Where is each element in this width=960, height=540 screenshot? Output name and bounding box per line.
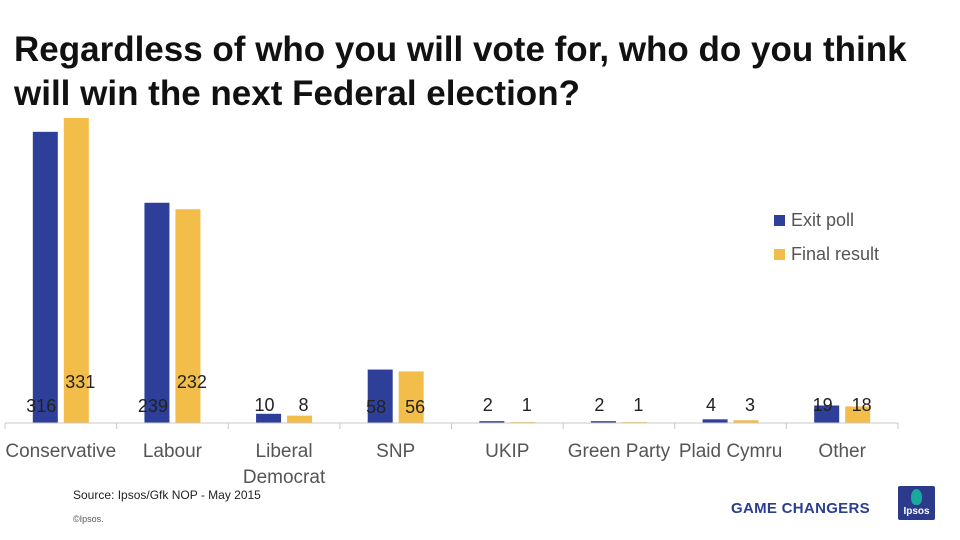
legend-label: Final result (791, 244, 879, 264)
category-label-line: Labour (143, 441, 203, 462)
ipsos-logo: Ipsos (898, 486, 935, 520)
category-label: UKIP (485, 441, 529, 462)
tagline: GAME CHANGERS (731, 500, 870, 517)
bar-exit-poll (814, 405, 840, 423)
copyright-note: ©Ipsos. (73, 514, 104, 524)
bar-final-result (63, 118, 89, 423)
value-label-final-result: 331 (65, 372, 95, 392)
bar-exit-poll (144, 202, 170, 423)
value-labels-group: 316 331 239 232 10 8 58 56 2 1 2 1 4 3 19 18 (26, 372, 871, 417)
bar-final-result (733, 420, 759, 423)
value-label-exit-poll: 19 (813, 395, 833, 415)
value-label-exit-poll: 239 (138, 396, 168, 416)
value-label-final-result: 56 (405, 397, 425, 417)
value-label-final-result: 18 (852, 395, 872, 415)
x-axis-ticks (4, 423, 899, 429)
value-label-exit-poll: 316 (26, 396, 56, 416)
bar-final-result (287, 415, 313, 423)
bar-exit-poll (256, 413, 282, 423)
category-label: Plaid Cymru (679, 441, 782, 462)
bar-final-result (175, 209, 201, 423)
value-label-final-result: 1 (522, 395, 532, 415)
category-label-line: Green Party (568, 441, 671, 462)
category-label-line: UKIP (485, 441, 529, 462)
category-label: Labour (143, 441, 203, 462)
category-label: Other (818, 441, 866, 462)
chart-title: Regardless of who you will vote for, who… (14, 30, 907, 113)
category-label-line: Conservative (5, 441, 116, 462)
category-label-line: SNP (376, 441, 415, 462)
value-label-exit-poll: 2 (483, 395, 493, 415)
category-label: Conservative (5, 441, 116, 462)
bar-exit-poll (702, 419, 728, 423)
value-label-final-result: 3 (745, 395, 755, 415)
logo-text: Ipsos (903, 506, 930, 517)
category-label-line: Liberal (256, 441, 313, 462)
value-label-final-result: 232 (177, 372, 207, 392)
bar-exit-poll (367, 369, 393, 423)
bar-exit-poll (32, 131, 58, 423)
source-note: Source: Ipsos/Gfk NOP - May 2015 (73, 488, 261, 502)
legend: Exit poll Final result (774, 210, 879, 264)
legend-swatch (774, 215, 785, 226)
category-label-line: Democrat (243, 467, 326, 488)
logo-mark-icon (911, 489, 922, 505)
bar-exit-poll (479, 421, 505, 423)
legend-swatch (774, 249, 785, 260)
value-label-final-result: 8 (299, 395, 309, 415)
bar-final-result (845, 406, 871, 423)
value-label-exit-poll: 58 (366, 397, 386, 417)
category-label: Liberal Democrat (243, 441, 326, 488)
value-label-exit-poll: 2 (594, 395, 604, 415)
bars-group (32, 118, 871, 423)
value-label-final-result: 1 (633, 395, 643, 415)
category-label: SNP (376, 441, 415, 462)
category-label: Green Party (568, 441, 671, 462)
bar-final-result (398, 371, 424, 423)
category-labels-group: Conservative Labour Liberal Democrat SNP UKIP… (5, 441, 866, 488)
category-label-line: Other (818, 441, 866, 462)
legend-label: Exit poll (791, 210, 854, 230)
value-label-exit-poll: 10 (255, 395, 275, 415)
category-label-line: Plaid Cymru (679, 441, 782, 462)
bar-exit-poll (590, 421, 616, 423)
value-label-exit-poll: 4 (706, 395, 716, 415)
